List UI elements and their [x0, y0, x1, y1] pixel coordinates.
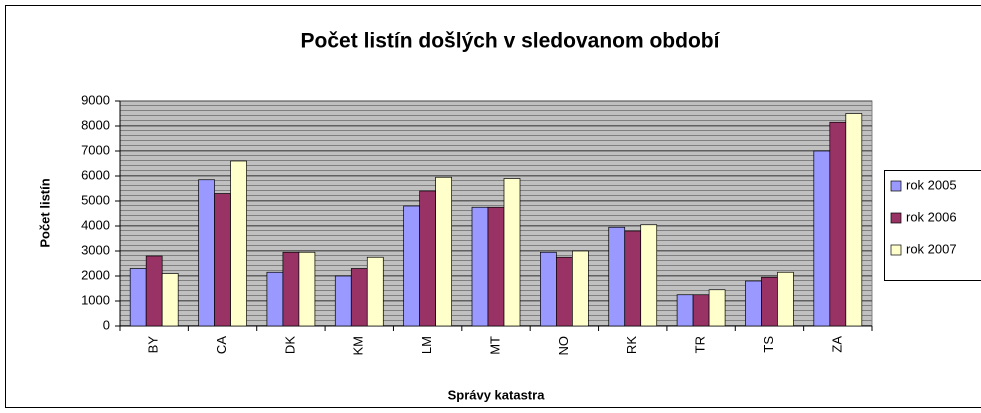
legend-swatch: [890, 244, 902, 256]
bar: [540, 251, 557, 327]
bar: [556, 256, 573, 327]
bar: [624, 230, 642, 327]
bar: [503, 178, 521, 327]
x-tick-label: CA: [214, 336, 229, 354]
y-tick-label: 5000: [81, 192, 110, 207]
bar: [745, 280, 762, 327]
y-tick-label: 1000: [81, 292, 110, 307]
bar: [366, 256, 384, 327]
bar: [282, 251, 300, 327]
bar: [334, 275, 352, 327]
bar: [777, 271, 794, 327]
y-tick-label: 4000: [81, 217, 110, 232]
x-tick-label: LM: [419, 336, 434, 354]
bar: [214, 193, 231, 327]
x-tick-label: TS: [761, 336, 776, 353]
bar: [471, 206, 489, 327]
x-tick-label: MT: [487, 336, 502, 355]
bar: [845, 113, 863, 327]
bar: [266, 271, 284, 327]
legend-swatch: [890, 212, 902, 224]
x-tick-label: TR: [693, 336, 708, 353]
x-tick-label: RK: [624, 336, 639, 354]
bar: [129, 268, 147, 327]
bar: [676, 294, 694, 327]
legend-label: rok 2005: [906, 177, 957, 192]
bar: [350, 268, 368, 327]
y-tick-label: 8000: [81, 117, 110, 132]
y-tick-label: 2000: [81, 267, 110, 282]
bar: [813, 150, 831, 327]
bar: [572, 250, 589, 327]
x-tick-label: ZA: [829, 336, 844, 353]
chart-title: Počet listín došlých v sledovanom období: [301, 30, 721, 53]
x-tick-label: DK: [282, 336, 297, 354]
bar: [198, 179, 215, 327]
legend-label: rok 2007: [906, 241, 957, 256]
y-tick-label: 0: [103, 317, 110, 332]
bar: [829, 121, 847, 327]
x-tick-label: NO: [556, 336, 571, 356]
bar: [487, 206, 505, 327]
x-tick-label: KM: [351, 336, 366, 356]
x-axis-label: Správy katastra: [448, 387, 546, 402]
legend-swatch: [890, 180, 902, 192]
y-tick-label: 6000: [81, 167, 110, 182]
legend-box: [884, 170, 981, 281]
bar: [708, 289, 726, 327]
bar: [161, 273, 179, 327]
bar: [145, 255, 163, 327]
legend-label: rok 2006: [906, 209, 957, 224]
x-tick-label: BY: [146, 336, 161, 354]
y-axis-label: Počet listín: [37, 178, 52, 247]
y-tick-label: 3000: [81, 242, 110, 257]
bar: [298, 251, 316, 327]
bar: [692, 294, 710, 327]
bar: [761, 276, 778, 327]
bar: [640, 224, 658, 327]
bar: [419, 190, 436, 327]
bar: [403, 205, 420, 327]
bar: [435, 176, 452, 327]
y-tick-label: 9000: [81, 92, 110, 107]
y-tick-label: 7000: [81, 142, 110, 157]
bar: [608, 226, 626, 327]
bar: [230, 160, 247, 327]
